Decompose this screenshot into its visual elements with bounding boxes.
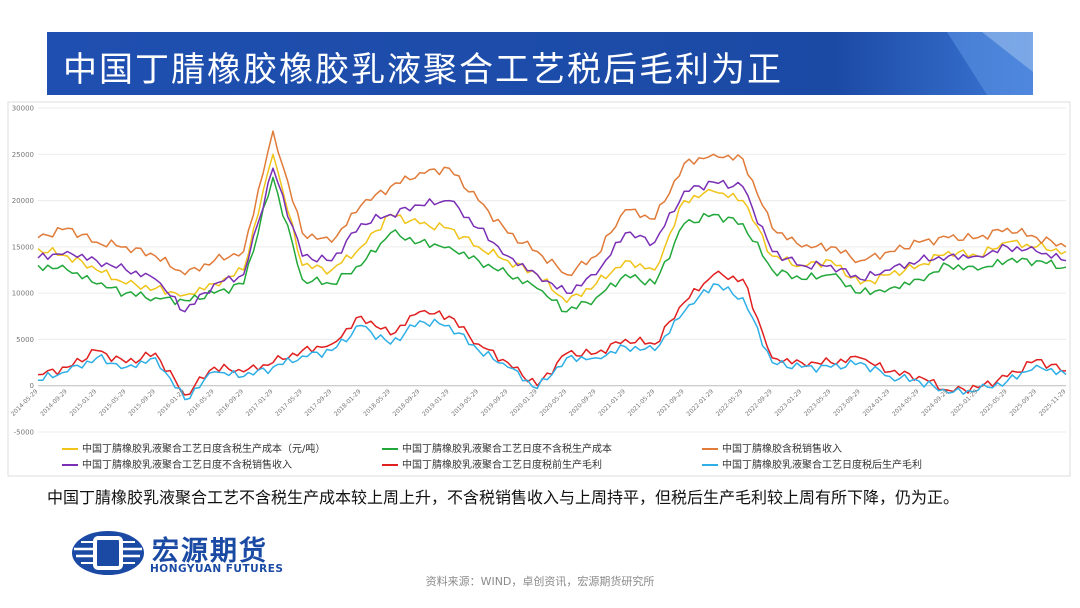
y-axis: 30000 25000 20000 15000 10000 5000 0 -5000 (12, 105, 34, 437)
grid (38, 107, 1066, 433)
logo-english-text: HONGYUAN FUTURES (150, 563, 284, 575)
y-tick-label: 15000 (12, 243, 34, 251)
y-tick-label: 10000 (12, 290, 34, 298)
y-tick-label: 20000 (12, 197, 34, 205)
legend-label: 中国丁腈橡胶乳液聚合工艺日度税后生产毛利 (722, 458, 922, 471)
title-bar-background (47, 32, 1033, 95)
legend-label: 中国丁腈橡胶乳液聚合工艺日度税前生产毛利 (402, 458, 602, 471)
chart-caption: 中国丁腈橡胶乳液聚合工艺不含税生产成本较上周上升，不含税销售收入与上周持平，但税… (47, 488, 960, 507)
y-tick-label: 30000 (12, 105, 34, 113)
logo-chinese-text: 宏源期货 (152, 536, 268, 567)
legend-label: 中国丁腈橡胶乳液聚合工艺日度不含税生产成本 (402, 442, 612, 455)
chart-area: 30000 25000 20000 15000 10000 5000 0 -5000 2014… (0, 100, 1080, 478)
y-tick-label: 5000 (16, 336, 34, 344)
series-line-4 (37, 167, 1067, 313)
slide-title: 中国丁腈橡胶橡胶乳液聚合工艺税后毛利为正 (63, 50, 783, 90)
y-tick-label: -5000 (14, 429, 34, 437)
legend-label: 中国丁腈橡胶乳液聚合工艺日度不含税销售收入 (82, 458, 292, 471)
legend: 中国丁腈橡胶乳液聚合工艺日度含税生产成本（元/吨） 中国丁腈橡胶乳液聚合工艺日度不… (62, 442, 922, 471)
logo-emblem-icon (72, 531, 144, 575)
series-line-6 (38, 283, 1067, 401)
series-line-3 (37, 130, 1067, 277)
series-line-1 (37, 153, 1067, 304)
title-bar: 中国丁腈橡胶橡胶乳液聚合工艺税后毛利为正 (47, 32, 1033, 95)
legend-label: 中国丁腈橡胶乳液聚合工艺日度含税生产成本（元/吨） (82, 442, 325, 455)
legend-label: 中国丁腈橡胶含税销售收入 (722, 442, 842, 455)
series-lines (37, 130, 1067, 401)
data-source-note: 资料来源：WIND，卓创资讯，宏源期货研究所 (425, 575, 655, 588)
series-line-2 (37, 176, 1067, 313)
company-logo: 宏源期货 HONGYUAN FUTURES (68, 527, 308, 579)
y-tick-label: 25000 (12, 151, 34, 159)
y-tick-label: 0 (30, 382, 34, 390)
